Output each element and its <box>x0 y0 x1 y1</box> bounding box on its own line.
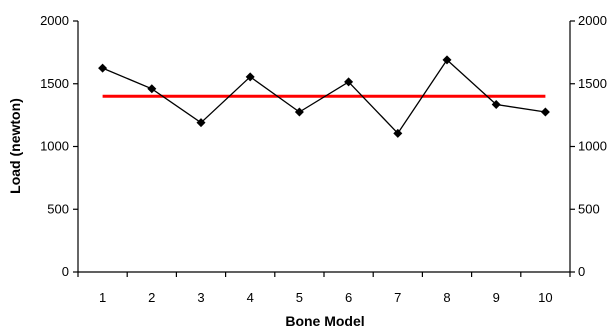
x-tick-label: 2 <box>148 290 155 305</box>
x-tick-label: 3 <box>197 290 204 305</box>
data-point <box>491 99 501 109</box>
y-axis-title: Load (newton) <box>7 98 23 194</box>
secondary-y-tick-label: 2000 <box>578 13 607 28</box>
series-line <box>102 58 546 135</box>
data-point <box>196 118 206 128</box>
data-point <box>344 77 354 87</box>
data-point <box>147 84 157 94</box>
x-axis-title: Bone Model <box>285 313 364 329</box>
secondary-y-tick-label: 1000 <box>578 139 607 154</box>
x-tick-label: 5 <box>296 290 303 305</box>
x-tick-label: 6 <box>345 290 352 305</box>
x-tick-label: 7 <box>394 290 401 305</box>
secondary-y-tick-label: 0 <box>578 264 585 279</box>
secondary-y-tick-label: 500 <box>578 201 600 216</box>
axes <box>77 21 571 273</box>
y-tick-label: 2000 <box>40 13 69 28</box>
data-point <box>245 72 255 82</box>
data-point <box>98 63 108 73</box>
ticks: 0 500 1000 1500 2000 0 500 1000 1500 2000 1 2 3 4 5 6 7 8… <box>40 13 607 305</box>
y-tick-label: 0 <box>62 264 69 279</box>
x-tick-label: 4 <box>247 290 254 305</box>
x-tick-label: 1 <box>99 290 106 305</box>
data-point <box>540 107 550 117</box>
y-tick-label: 500 <box>47 201 69 216</box>
data-point <box>294 107 304 117</box>
x-tick-label: 8 <box>443 290 450 305</box>
y-tick-label: 1500 <box>40 76 69 91</box>
data-point <box>442 55 452 65</box>
secondary-y-tick-label: 1500 <box>578 76 607 91</box>
x-tick-label: 9 <box>493 290 500 305</box>
data-point <box>393 128 403 138</box>
y-tick-label: 1000 <box>40 139 69 154</box>
x-tick-label: 10 <box>538 290 552 305</box>
series-group <box>98 55 550 138</box>
